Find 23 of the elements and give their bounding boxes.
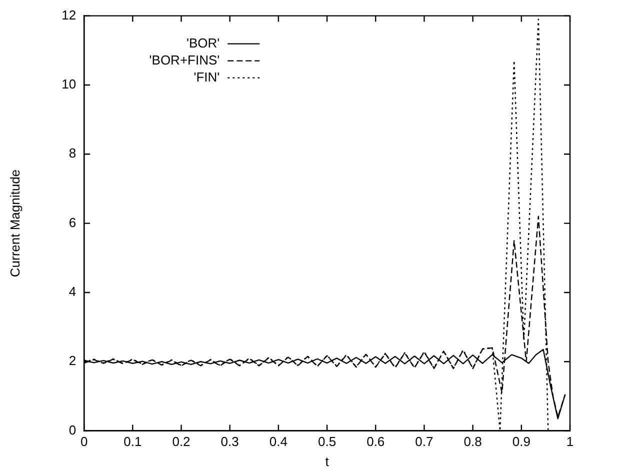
x-tick-label: 0.2 [172,434,190,450]
y-tick-label: 2 [68,353,76,368]
y-tick-label: 0 [68,422,76,438]
x-tick-label: 0.8 [464,434,482,450]
x-tick-label: 0.5 [318,434,336,450]
y-tick-label: 12 [62,7,76,22]
y-axis-title: Current Magnitude [7,169,22,278]
x-tick-label: 0.3 [220,434,239,450]
x-tick-label: 0.7 [415,434,434,450]
x-tick-label: 0.9 [512,434,530,450]
x-tick-label: 1 [566,434,574,450]
x-tick-label: 0.4 [269,434,288,450]
legend-label: 'BOR' [186,35,220,50]
y-tick-label: 8 [68,146,76,161]
x-tick-label: 0 [80,434,88,450]
y-tick-label: 4 [68,284,76,300]
x-tick-label: 0.6 [366,434,385,450]
y-tick-label: 10 [62,76,76,92]
x-tick-label: 0.1 [124,434,142,450]
legend-label: 'FIN' [194,69,220,84]
y-tick-label: 6 [68,214,76,230]
x-axis-title: t [325,454,330,469]
legend-label: 'BOR+FINS' [149,52,220,68]
